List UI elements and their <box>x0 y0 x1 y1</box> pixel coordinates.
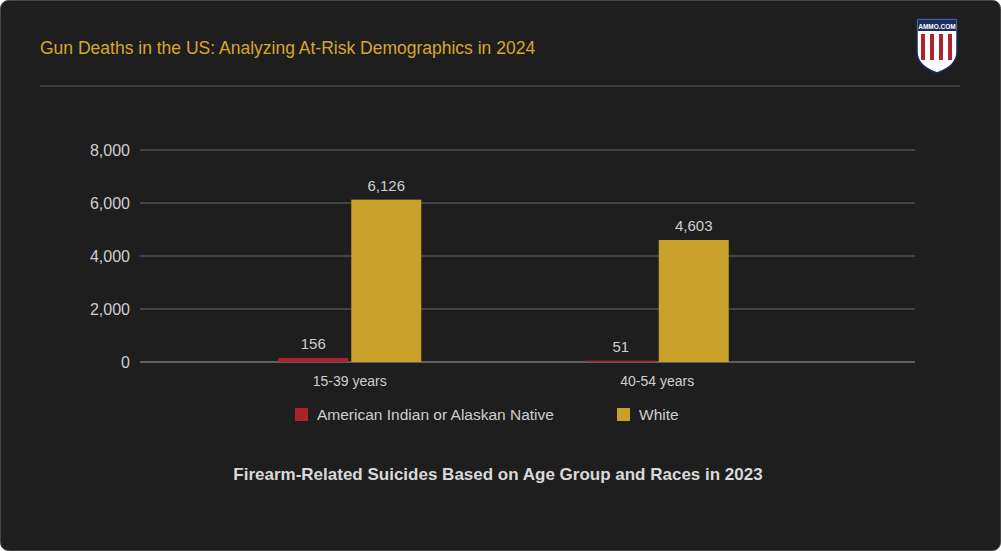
y-axis-line <box>140 150 141 362</box>
bar <box>659 240 729 362</box>
data-label: 4,603 <box>675 217 713 234</box>
x-tick-label: 40-54 years <box>620 373 694 389</box>
grid-line <box>140 361 915 363</box>
data-label: 6,126 <box>367 177 405 194</box>
bar <box>351 200 421 362</box>
grid-line <box>140 149 915 151</box>
logo-band <box>918 20 956 31</box>
grid-line <box>140 255 915 257</box>
bars <box>278 200 729 362</box>
chart-root: Gun Deaths in the US: Analyzing At-Risk … <box>0 0 1001 551</box>
logo-shield <box>917 19 957 73</box>
logo-stripe <box>930 34 934 60</box>
legend: American Indian or Alaskan Native White <box>295 406 679 423</box>
grid-line <box>140 308 915 310</box>
data-label: 51 <box>612 338 629 355</box>
chart-svg: Gun Deaths in the US: Analyzing At-Risk … <box>0 0 1001 551</box>
y-tick-label: 0 <box>121 354 130 371</box>
logo-stripe <box>939 34 943 60</box>
data-label: 156 <box>301 335 326 352</box>
bar <box>586 361 656 362</box>
y-tick-label: 2,000 <box>90 301 130 318</box>
x-tick-label: 15-39 years <box>313 373 387 389</box>
y-tick-label: 6,000 <box>90 195 130 212</box>
title: Gun Deaths in the US: Analyzing At-Risk … <box>40 38 535 58</box>
title-rule <box>40 85 960 87</box>
legend-label: White <box>639 406 679 423</box>
logo: AMMO.COM <box>917 19 957 73</box>
logo-stripe <box>921 34 925 60</box>
y-tick-label: 4,000 <box>90 248 130 265</box>
subtitle: Firearm-Related Suicides Based on Age Gr… <box>233 465 762 484</box>
grid-line <box>140 202 915 204</box>
legend-swatch <box>295 408 308 421</box>
legend-label: American Indian or Alaskan Native <box>317 406 554 423</box>
y-tick-label: 8,000 <box>90 142 130 159</box>
bar <box>278 358 348 362</box>
logo-text: AMMO.COM <box>918 23 956 30</box>
logo-stripe <box>948 34 952 60</box>
background <box>1 1 1001 551</box>
legend-swatch <box>617 408 630 421</box>
data-labels: 156 51 6,126 4,603 <box>301 177 713 355</box>
grid <box>140 150 915 362</box>
